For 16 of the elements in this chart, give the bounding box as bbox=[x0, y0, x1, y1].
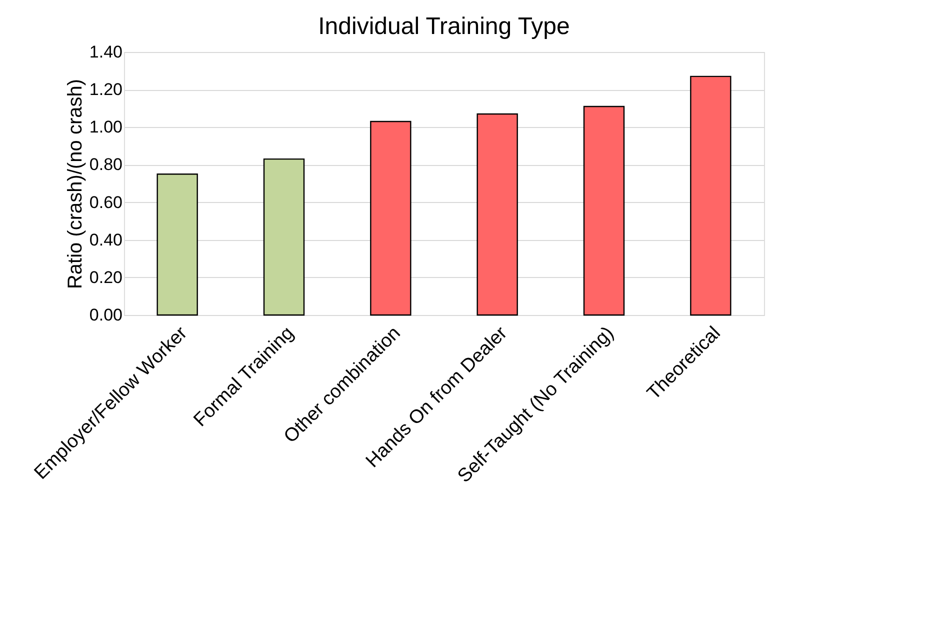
bar bbox=[476, 113, 518, 316]
y-tick-label: 1.40 bbox=[89, 42, 122, 62]
y-tick-label: 0.20 bbox=[89, 268, 122, 287]
bar bbox=[583, 106, 625, 316]
y-tick-label: 1.00 bbox=[89, 118, 122, 137]
y-tick-label: 0.00 bbox=[89, 306, 122, 324]
bar bbox=[263, 158, 305, 316]
bar bbox=[370, 120, 412, 316]
bar bbox=[156, 174, 198, 316]
chart-title: Individual Training Type bbox=[318, 13, 570, 40]
y-tick-label: 1.20 bbox=[89, 80, 122, 100]
bar bbox=[690, 76, 732, 316]
y-tick-label: 0.60 bbox=[89, 192, 122, 212]
y-axis-title: Ratio (crash)/(no crash) bbox=[64, 78, 86, 290]
y-tick-label: 0.40 bbox=[89, 230, 122, 250]
y-tick-label: 0.80 bbox=[89, 155, 122, 174]
